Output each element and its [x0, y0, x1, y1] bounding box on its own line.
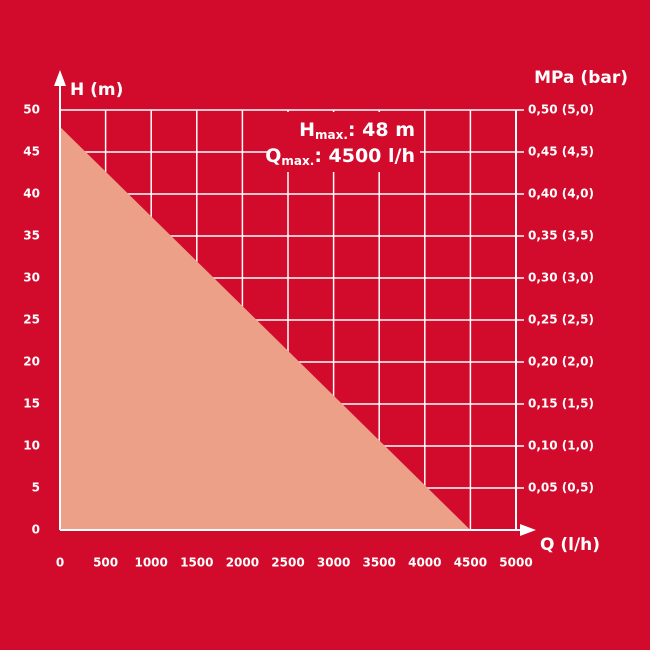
y2-tick-label: 0,45 (4,5): [528, 145, 594, 159]
x-tick-label: 2000: [226, 556, 259, 570]
x-tick-label: 2500: [271, 556, 304, 570]
x-tick-label: 500: [93, 556, 118, 570]
y-tick-label: 45: [23, 145, 40, 159]
subscript: max.: [281, 154, 314, 168]
y-tick-label: 15: [23, 397, 40, 411]
y2-tick-label: 0,35 (3,5): [528, 229, 594, 243]
x-tick-label: 5000: [499, 556, 532, 570]
x-tick-label: 0: [56, 556, 64, 570]
y-tick-label: 5: [32, 481, 40, 495]
symbol: Q: [265, 145, 281, 167]
y2-tick-label: 0,05 (0,5): [528, 481, 594, 495]
subscript: max.: [315, 128, 348, 142]
y2-tick-label: 0,15 (1,5): [528, 397, 594, 411]
x-arrow: [520, 524, 536, 536]
y2-tick-label: 0,20 (2,0): [528, 355, 594, 369]
annotation-text: : 4500 l/h: [314, 145, 415, 167]
y2-tick-label: 0,40 (4,0): [528, 187, 594, 201]
x-tick-label: 1500: [180, 556, 213, 570]
y-tick-label: 25: [23, 313, 40, 327]
x-tick-label: 4500: [454, 556, 487, 570]
y2-tick-label: 0,25 (2,5): [528, 313, 594, 327]
y2-tick-label: 0,50 (5,0): [528, 103, 594, 117]
y-tick-label: 40: [23, 187, 40, 201]
x-tick-label: 4000: [408, 556, 441, 570]
x-tick-label: 3500: [362, 556, 395, 570]
symbol: H: [299, 119, 315, 141]
y2-tick-label: 0,30 (3,0): [528, 271, 594, 285]
x-axis-label: Q (l/h): [540, 535, 600, 555]
y2-axis-label: MPa (bar): [534, 68, 628, 88]
y-tick-label: 35: [23, 229, 40, 243]
y-tick-label: 0: [32, 523, 40, 537]
annotation-text: : 48 m: [348, 119, 415, 141]
y-axis-label: H (m): [70, 80, 123, 100]
annotation-bg: [268, 112, 420, 172]
annotation: Hmax.: 48 m: [299, 119, 415, 142]
y-tick-label: 20: [23, 355, 40, 369]
y-arrow: [54, 70, 66, 86]
y2-tick-label: 0,10 (1,0): [528, 439, 594, 453]
y-tick-label: 30: [23, 271, 40, 285]
x-tick-label: 3000: [317, 556, 350, 570]
x-tick-label: 1000: [134, 556, 167, 570]
y-tick-label: 50: [23, 103, 40, 117]
area: [60, 126, 471, 531]
y-tick-label: 10: [23, 439, 40, 453]
annotation: Qmax.: 4500 l/h: [265, 145, 415, 168]
